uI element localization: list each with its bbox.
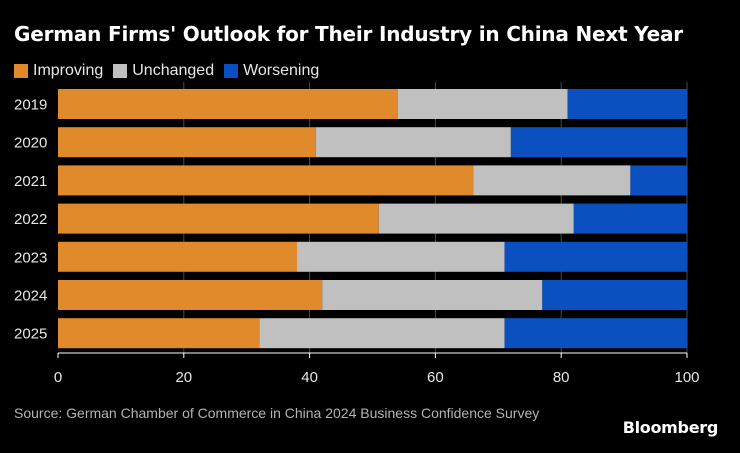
x-tick-label-40: 40 (301, 369, 318, 386)
y-axis-labels: 2019 2020 2021 2022 2023 2024 2025 (14, 97, 47, 343)
legend-label-unchanged: Unchanged (132, 62, 215, 79)
bar-improving-2021 (58, 165, 474, 196)
bar-unchanged-2025 (259, 318, 505, 349)
y-tick-label-2020: 2020 (14, 135, 47, 152)
bar-improving-2024 (58, 280, 323, 310)
x-tick-label-100: 100 (674, 369, 699, 386)
legend: Improving Unchanged Worsening (14, 62, 329, 80)
legend-item-improving: Improving (14, 62, 103, 80)
bar-worsening-2025 (504, 318, 687, 349)
y-tick-label-2024: 2024 (14, 288, 47, 305)
bar-worsening-2023 (504, 241, 687, 272)
bloomberg-logo: Bloomberg (622, 418, 719, 437)
bar-worsening-2020 (510, 127, 687, 158)
bar-group (58, 89, 687, 349)
bar-worsening-2024 (542, 280, 687, 310)
legend-swatch-improving (14, 64, 28, 78)
x-axis-labels: 0 20 40 60 80 100 (54, 353, 700, 386)
legend-swatch-unchanged (113, 64, 128, 78)
legend-item-unchanged: Unchanged (113, 62, 214, 80)
legend-label-worsening: Worsening (243, 62, 320, 79)
source-note: Source: German Chamber of Commerce in Ch… (14, 405, 540, 421)
y-tick-label-2022: 2022 (14, 211, 47, 228)
bar-unchanged-2024 (322, 280, 543, 310)
y-tick-label-2023: 2023 (14, 249, 47, 266)
y-tick-label-2021: 2021 (14, 173, 47, 190)
bar-improving-2019 (58, 89, 398, 119)
bar-worsening-2021 (630, 165, 687, 196)
bar-improving-2025 (58, 318, 260, 349)
bar-unchanged-2019 (397, 89, 568, 119)
bar-worsening-2019 (567, 89, 687, 119)
x-tick-label-0: 0 (54, 369, 62, 386)
bar-unchanged-2023 (297, 241, 505, 272)
legend-item-worsening: Worsening (224, 62, 319, 80)
x-tick-label-80: 80 (553, 369, 570, 386)
legend-swatch-worsening (224, 64, 239, 78)
legend-label-improving: Improving (33, 62, 104, 79)
bar-unchanged-2021 (473, 165, 631, 196)
bar-worsening-2022 (573, 203, 687, 234)
y-tick-label-2019: 2019 (14, 97, 47, 114)
bar-improving-2023 (58, 241, 298, 272)
bar-improving-2022 (58, 203, 379, 234)
y-tick-label-2025: 2025 (14, 326, 47, 343)
bar-unchanged-2022 (378, 203, 574, 234)
bar-improving-2020 (58, 127, 316, 158)
x-tick-label-60: 60 (427, 369, 444, 386)
chart-title: German Firms' Outlook for Their Industry… (14, 22, 683, 46)
bar-unchanged-2020 (315, 127, 511, 158)
x-tick-label-20: 20 (175, 369, 192, 386)
